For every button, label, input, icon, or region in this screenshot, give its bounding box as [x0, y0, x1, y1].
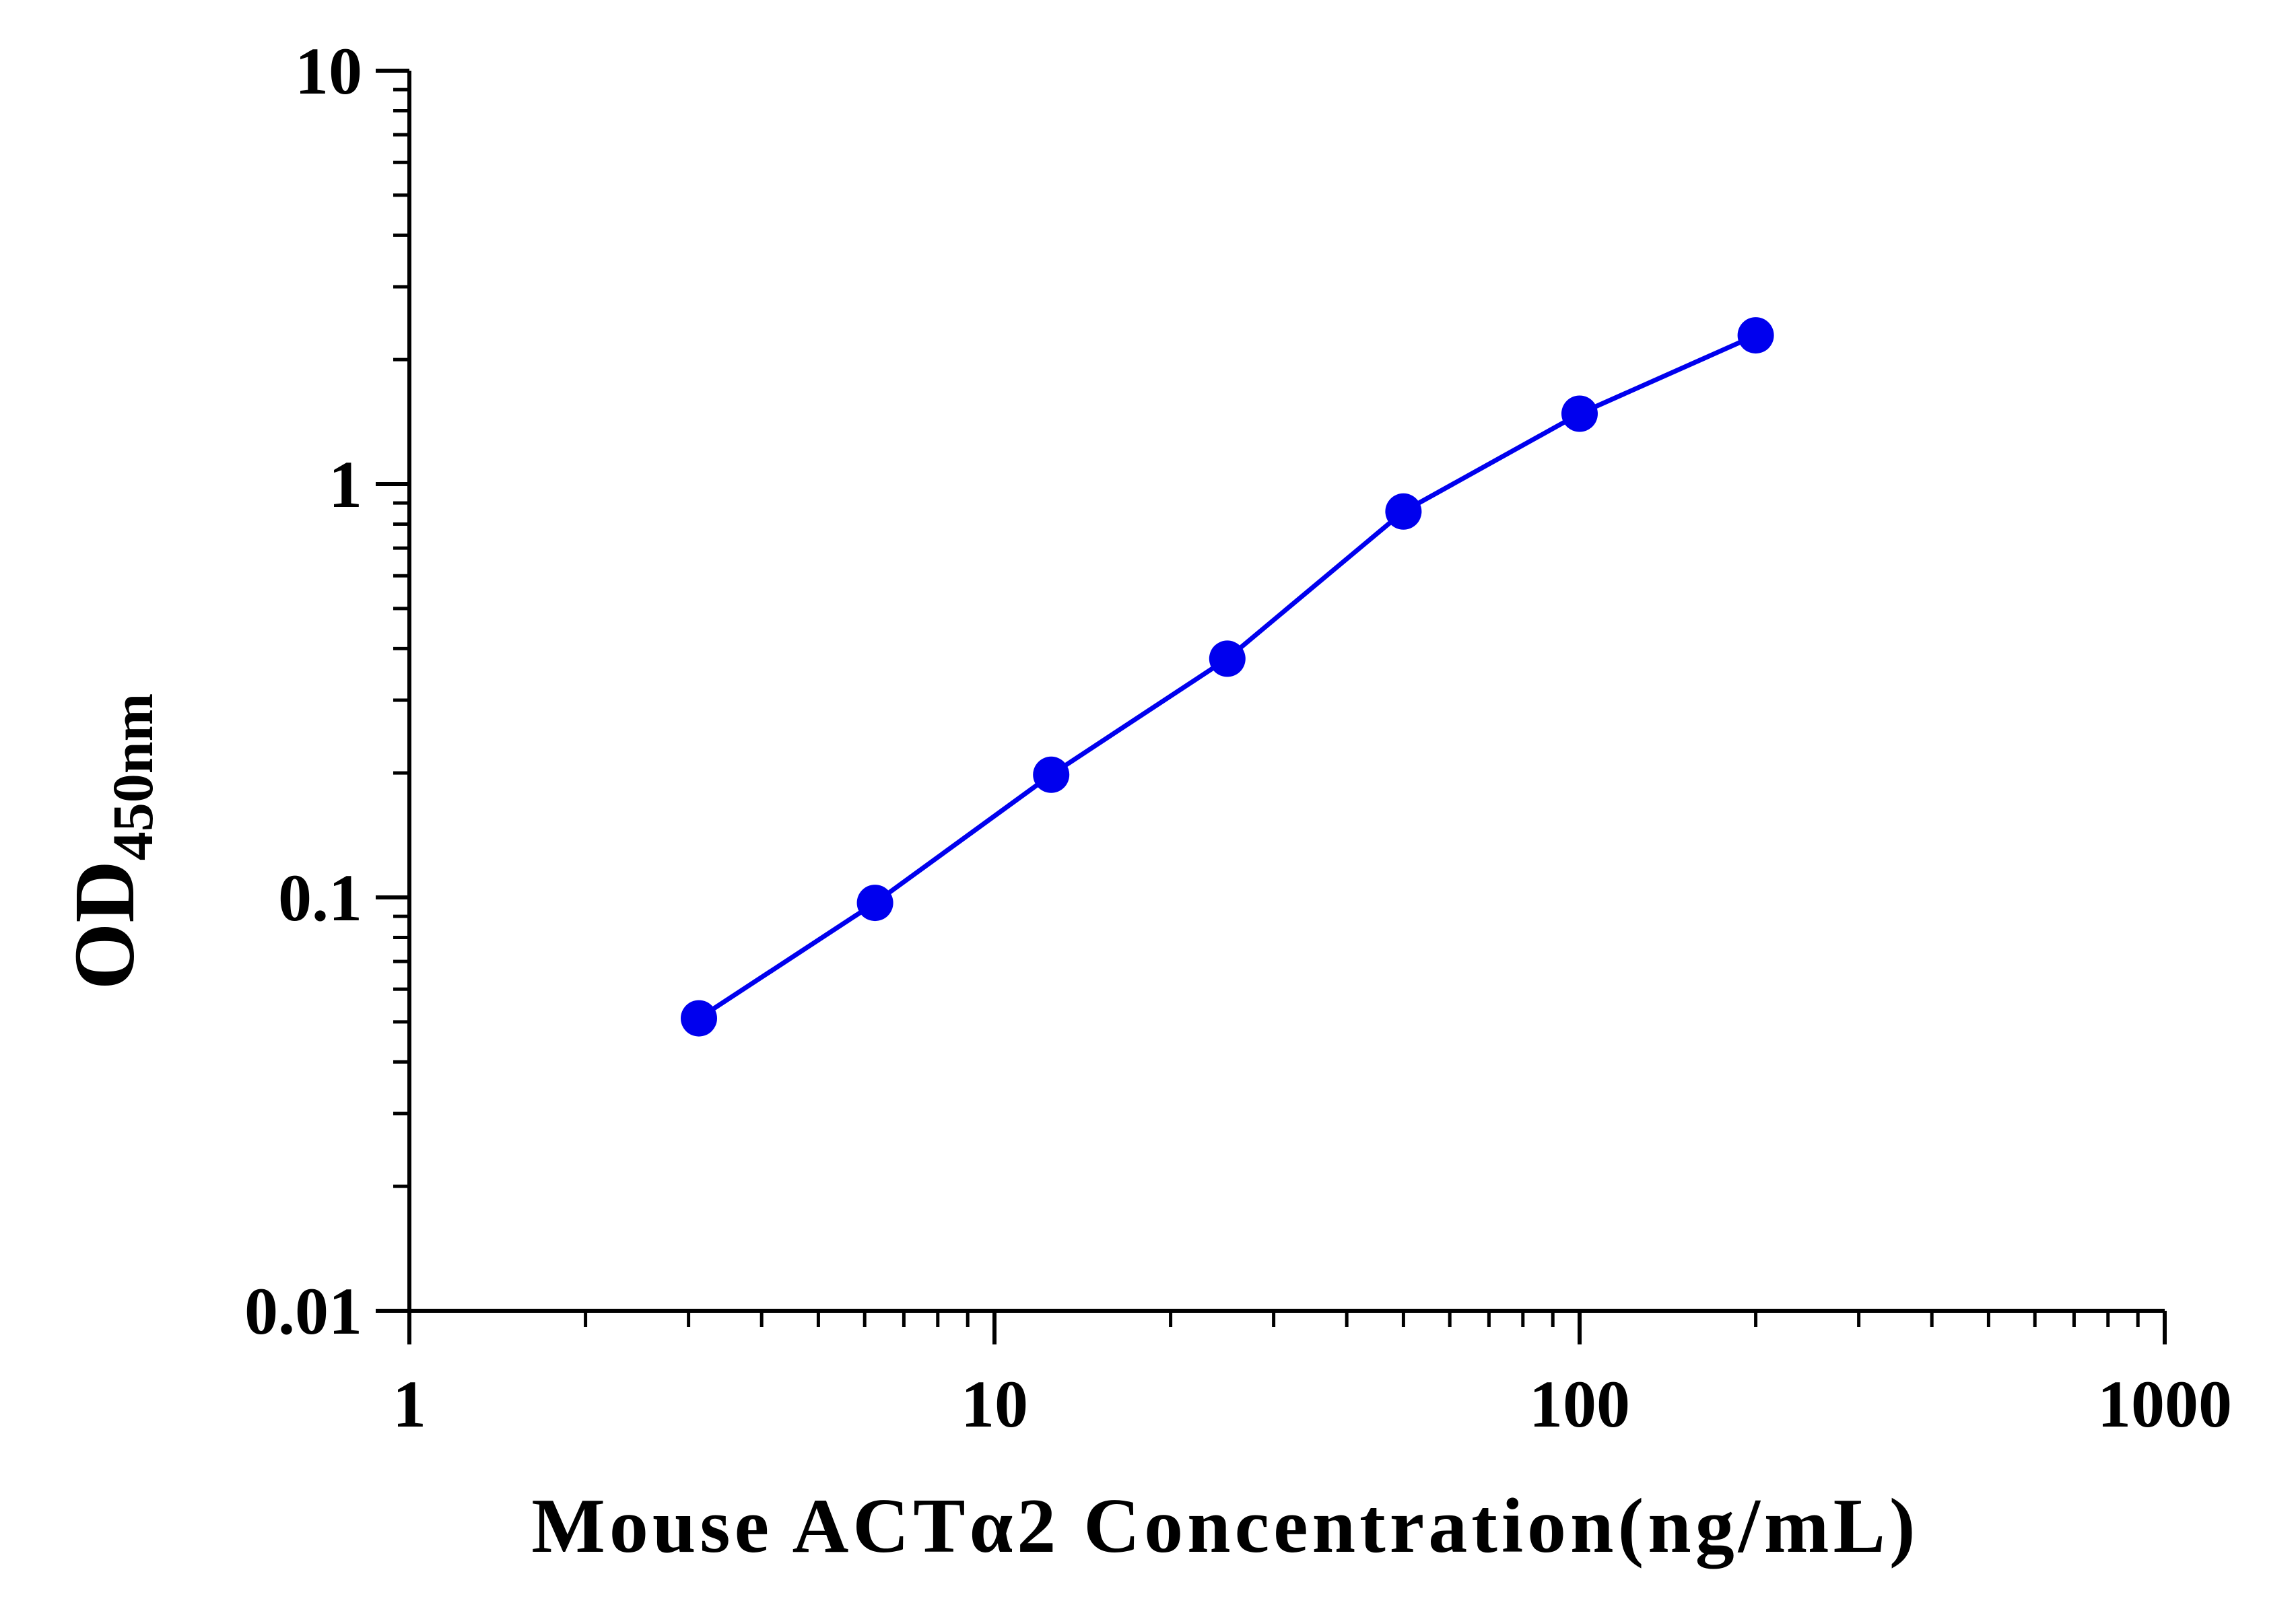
data-point	[1737, 317, 1774, 354]
x-axis-title: Mouse ACTα2 Concentration(ng/mL)	[531, 1483, 1919, 1569]
y-tick-label: 1	[329, 447, 362, 522]
y-axis-title-main: OD	[57, 860, 152, 990]
y-tick-label: 0.1	[278, 860, 362, 935]
data-point	[856, 885, 893, 922]
x-tick-label: 1	[393, 1367, 426, 1441]
tick-labels-layer: 0.01 0.1 1 10 1 10 100 1000	[244, 34, 2232, 1441]
x-tick-label: 1000	[2097, 1367, 2232, 1441]
y-tick-label: 0.01	[244, 1274, 362, 1348]
y-tick-label: 10	[295, 34, 362, 108]
data-point	[1561, 395, 1598, 432]
data-point	[1209, 640, 1246, 677]
data-point	[681, 1000, 717, 1037]
axes-layer	[376, 69, 2167, 1344]
y-axis-title: OD450nm	[57, 693, 165, 990]
y-axis-title-subscript: 450nm	[100, 693, 165, 860]
series-layer	[681, 317, 1774, 1037]
x-tick-label: 10	[961, 1367, 1028, 1441]
data-point	[1033, 756, 1070, 793]
x-tick-label: 100	[1529, 1367, 1630, 1441]
data-point	[1385, 493, 1422, 530]
